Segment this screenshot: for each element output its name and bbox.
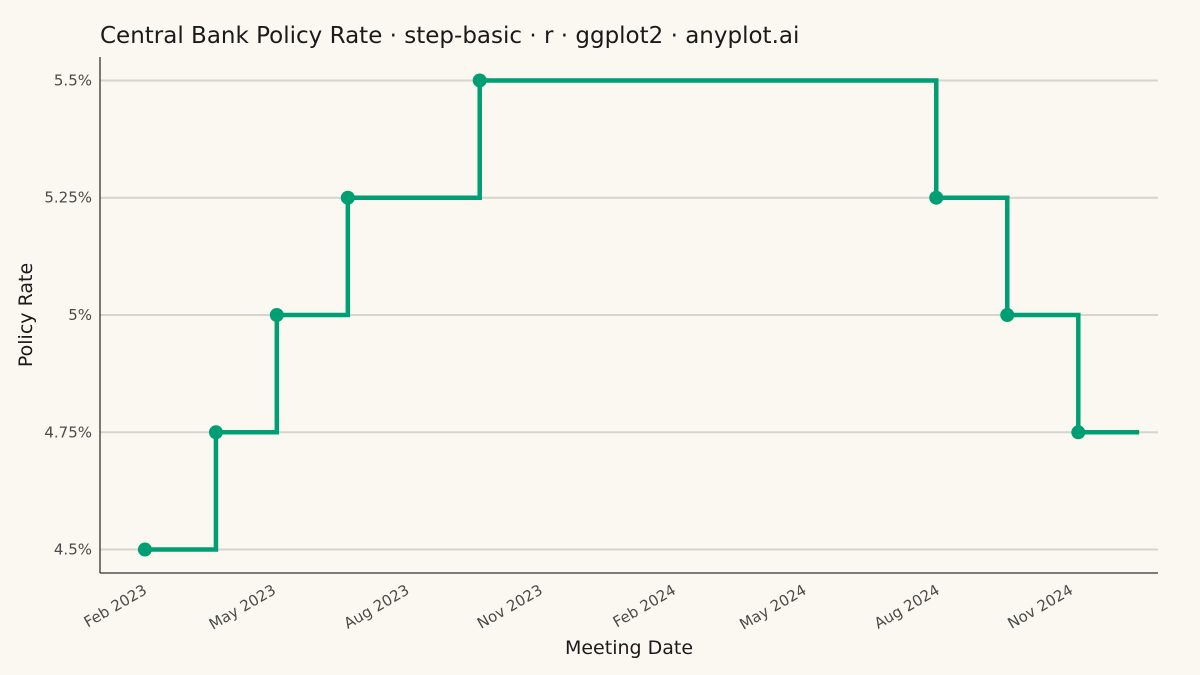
- x-tick-label: Nov 2024: [1004, 581, 1076, 633]
- x-axis-title: Meeting Date: [565, 637, 693, 659]
- step-line: [144, 78, 1140, 552]
- y-axis-title: Policy Rate: [15, 263, 37, 367]
- data-point: [929, 190, 944, 205]
- data-point: [340, 190, 355, 205]
- y-tick-labels: 4.5% 4.75% 5% 5.25% 5.5%: [44, 71, 92, 558]
- y-tick-label: 5%: [68, 306, 92, 324]
- x-tick-labels: Feb 2023 May 2023 Aug 2023 Nov 2023 Feb 2024…: [81, 581, 1076, 634]
- x-tick-label: Aug 2024: [871, 581, 943, 633]
- y-tick-label: 5.25%: [44, 189, 92, 207]
- data-point: [472, 73, 487, 88]
- data-point: [1000, 308, 1015, 322]
- y-tick-label: 5.5%: [54, 71, 92, 89]
- data-point: [137, 542, 152, 557]
- data-point: [1071, 425, 1086, 440]
- x-tick-label: May 2024: [736, 581, 809, 634]
- x-tick-label: Aug 2023: [341, 581, 413, 633]
- chart-title: Central Bank Policy Rate · step-basic · …: [100, 23, 799, 49]
- x-tick-label: Feb 2023: [81, 581, 150, 631]
- y-tick-label: 4.75%: [44, 423, 92, 441]
- series-group: [137, 73, 1140, 557]
- data-point: [269, 308, 284, 322]
- x-tick-label: Nov 2023: [474, 581, 546, 633]
- x-tick-label: May 2023: [206, 581, 279, 634]
- y-tick-label: 4.5%: [54, 541, 92, 559]
- data-point: [208, 425, 223, 440]
- grid-lines: [100, 79, 1158, 551]
- x-tick-label: Feb 2024: [610, 581, 679, 631]
